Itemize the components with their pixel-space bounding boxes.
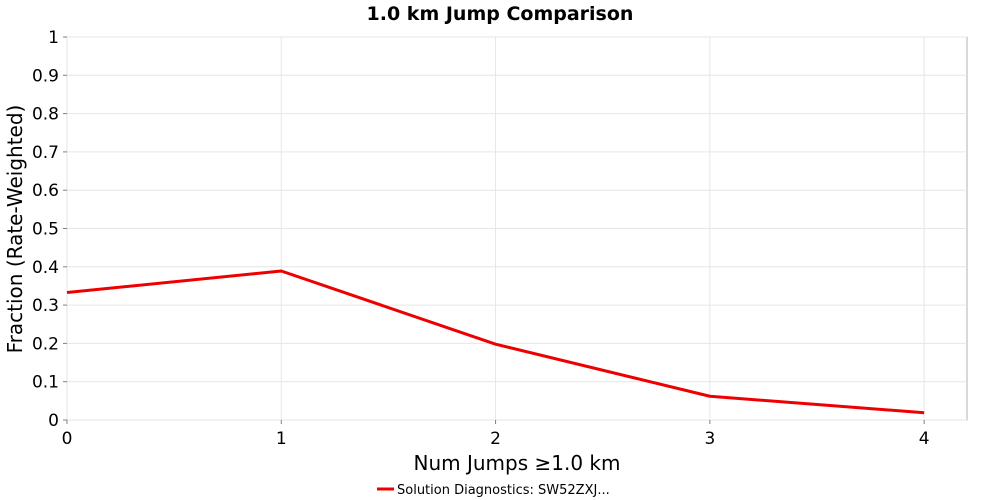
- series-group: [66, 269, 925, 415]
- x-tick-label: 0: [62, 429, 73, 449]
- y-tick-label: 0.6: [32, 181, 59, 201]
- x-axis-ticks: 0 1 2 3 4: [62, 420, 930, 449]
- y-axis-ticks: 0 0.1 0.2 0.3 0.4 0.5 0.6 0.7 0.8 0.9 1: [32, 28, 67, 431]
- y-tick-label: 0.2: [32, 334, 59, 354]
- x-tick-label: 1: [276, 429, 287, 449]
- y-tick-label: 0: [48, 411, 59, 431]
- y-tick-label: 0.5: [32, 220, 59, 240]
- y-tick-label: 0.7: [32, 143, 59, 163]
- x-tick-label: 4: [919, 429, 930, 449]
- y-tick-label: 0.1: [32, 373, 59, 393]
- legend-label: Solution Diagnostics: SW52ZXJ...: [397, 483, 610, 498]
- y-tick-label: 0.9: [32, 66, 59, 86]
- grid: [66, 36, 967, 421]
- chart-title: 1.0 km Jump Comparison: [367, 3, 634, 25]
- y-tick-label: 0.3: [32, 296, 59, 316]
- y-axis-label: Fraction (Rate-Weighted): [3, 105, 27, 354]
- x-axis-label: Num Jumps ≥1.0 km: [414, 451, 621, 475]
- x-tick-label: 2: [490, 429, 501, 449]
- y-tick-label: 0.8: [32, 105, 59, 125]
- legend: Solution Diagnostics: SW52ZXJ...: [377, 483, 610, 498]
- y-tick-label: 0.4: [32, 258, 59, 278]
- series-line: [66, 269, 925, 415]
- x-tick-label: 3: [704, 429, 715, 449]
- y-tick-label: 1: [48, 28, 59, 48]
